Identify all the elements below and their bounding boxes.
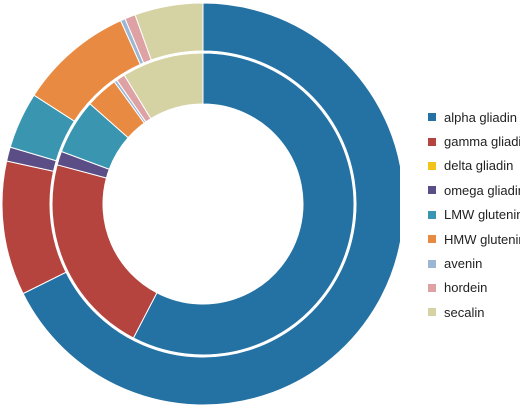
legend-label: LMW glutenin	[444, 207, 520, 223]
legend-label: alpha gliadin	[444, 109, 518, 125]
legend-item-hmw-glutenin: HMW glutenin	[428, 227, 520, 251]
chart-legend: alpha gliadin gamma gliadin delta gliadin o…	[428, 105, 520, 325]
legend-item-hordein: hordein	[428, 276, 520, 300]
legend-swatch	[428, 161, 436, 170]
legend-swatch	[428, 137, 436, 146]
outer-slice-alpha-gliadin	[22, 2, 400, 406]
legend-item-gamma-gliadin: gamma gliadin	[428, 129, 520, 153]
legend-swatch	[428, 186, 436, 195]
outer-slice-secalin	[134, 2, 204, 61]
legend-item-avenin: avenin	[428, 251, 520, 275]
legend-swatch	[428, 283, 436, 292]
legend-swatch	[428, 308, 436, 317]
legend-label: omega gliadin	[444, 182, 520, 198]
legend-item-alpha-gliadin: alpha gliadin	[428, 105, 520, 129]
inner-slice-alpha-gliadin	[132, 52, 355, 356]
legend-label: avenin	[444, 256, 483, 272]
legend-label: gamma gliadin	[444, 134, 520, 150]
legend-label: delta gliadin	[444, 158, 514, 174]
legend-item-omega-gliadin: omega gliadin	[428, 178, 520, 202]
nested-donut-chart	[1, 2, 400, 406]
inner-slice-secalin	[123, 52, 204, 120]
legend-swatch	[428, 113, 436, 122]
legend-item-lmw-glutenin: LMW glutenin	[428, 203, 520, 227]
legend-item-secalin: secalin	[428, 300, 520, 324]
legend-swatch	[428, 210, 436, 219]
legend-item-delta-gliadin: delta gliadin	[428, 154, 520, 178]
legend-swatch	[428, 259, 436, 268]
legend-swatch	[428, 235, 436, 244]
legend-label: HMW glutenin	[444, 231, 520, 247]
legend-label: secalin	[444, 304, 485, 320]
legend-label: hordein	[444, 280, 488, 296]
